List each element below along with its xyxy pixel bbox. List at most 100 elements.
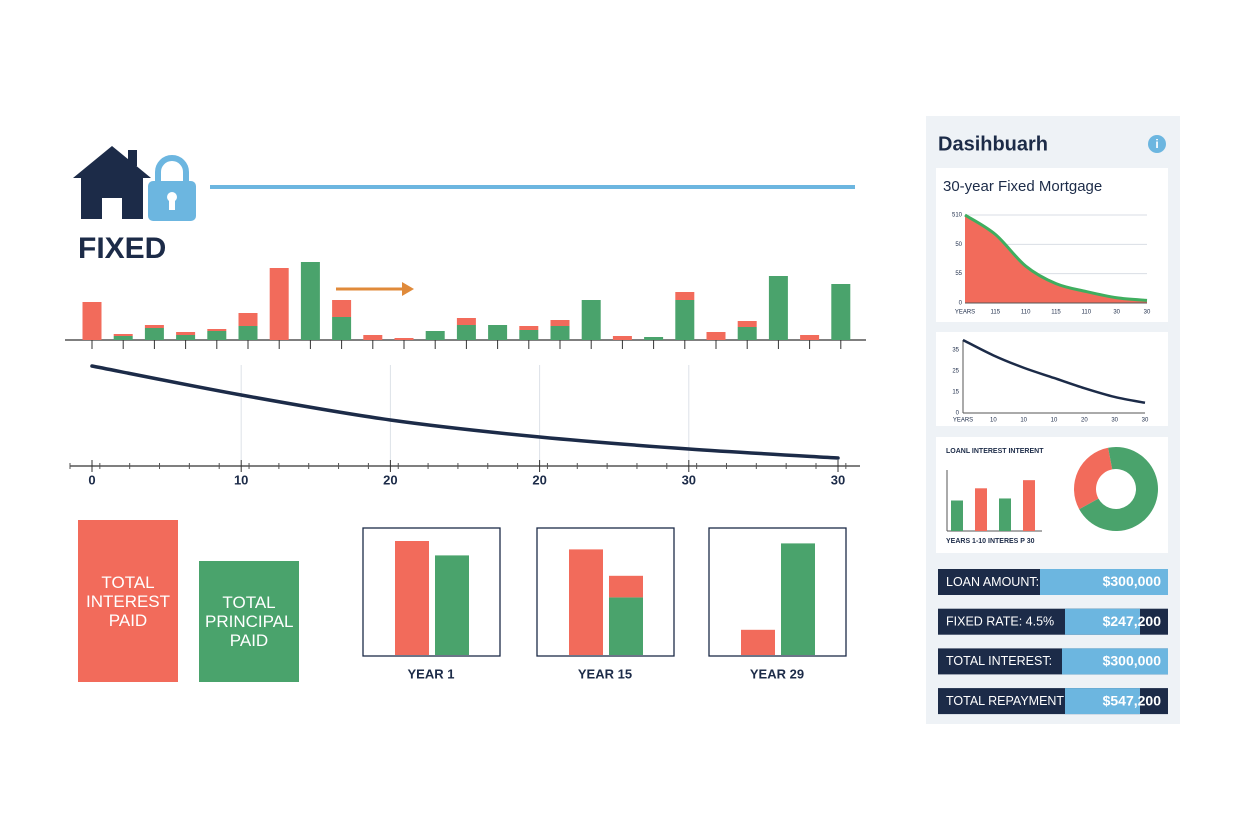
- stat-label: LOAN AMOUNT:: [946, 575, 1039, 589]
- x-tick-label: 30: [1111, 418, 1118, 424]
- stat-label: FIXED RATE: 4.5%: [946, 614, 1054, 628]
- house-icon: [73, 146, 151, 219]
- stat-value: $547,200: [1103, 692, 1162, 708]
- bar-segment: [435, 555, 469, 655]
- bar-segment: [737, 327, 757, 340]
- x-tick-label: 115: [1051, 310, 1061, 316]
- bar-segment: [781, 543, 815, 655]
- area-edge: [964, 213, 1148, 302]
- info-icon-label[interactable]: i: [1155, 137, 1158, 151]
- bar-segment: [488, 325, 508, 340]
- x-tick-label: 20: [532, 472, 546, 487]
- x-axis-label: YEARS 1-10 INTERES P 30: [946, 538, 1035, 545]
- bar: [1023, 480, 1035, 531]
- stat-label: TOTAL REPAYMENT: [946, 694, 1064, 708]
- year-panel: [708, 527, 847, 657]
- x-tick-label: 115: [991, 310, 1001, 316]
- x-tick-label: 110: [1082, 310, 1092, 316]
- bar-segment: [82, 302, 102, 340]
- bar-segment: [425, 331, 445, 340]
- balance-line: [90, 364, 840, 460]
- total-block-label: TOTAL PRINCIPAL PAID: [205, 592, 294, 650]
- y-tick-label: 0: [959, 301, 963, 307]
- donut-slice: [1079, 447, 1158, 531]
- y-tick-label: 15: [952, 390, 959, 396]
- card: [936, 332, 1168, 426]
- bar-segment: [569, 549, 603, 655]
- area: [965, 215, 1147, 303]
- stat-row-highlight: [1062, 648, 1168, 675]
- bar: [975, 488, 987, 531]
- bar-segment: [675, 292, 695, 300]
- x-tick-label: 10: [1051, 418, 1058, 424]
- bar-segment: [238, 326, 258, 340]
- y-tick-label: 25: [952, 369, 959, 375]
- bar-segment: [519, 326, 539, 330]
- bar-segment: [238, 313, 258, 326]
- year-panel: [536, 527, 675, 657]
- x-tick-label: 30: [1144, 310, 1151, 316]
- bar-segment: [394, 338, 414, 340]
- bar-segment: [207, 329, 227, 331]
- stat-row-highlight: [1065, 608, 1140, 635]
- bar-segment: [113, 334, 133, 336]
- bar-segment: [675, 300, 695, 340]
- bar-segment: [831, 284, 851, 340]
- bar-segment: [581, 300, 601, 340]
- stat-value: $300,000: [1103, 653, 1162, 669]
- x-tick-label: YEARS: [953, 418, 973, 424]
- bar-segment: [519, 330, 539, 340]
- bar-segment: [800, 335, 820, 340]
- bar-segment: [550, 326, 570, 340]
- bar-segment: [144, 328, 164, 340]
- y-tick-label: 50: [955, 242, 962, 248]
- trend-line: [962, 338, 1146, 405]
- bar-segment: [176, 335, 196, 340]
- bar-segment: [706, 332, 726, 340]
- x-tick-label: 10: [990, 418, 997, 424]
- bar-segment: [550, 320, 570, 326]
- x-tick-label: YEARS: [955, 310, 975, 316]
- page-title: FIXED: [78, 232, 166, 265]
- x-tick-label: 30: [1142, 418, 1149, 424]
- bar-segment: [207, 331, 227, 340]
- info-icon[interactable]: [1148, 135, 1166, 153]
- y-tick-label: 55: [955, 271, 962, 277]
- bar-segment: [176, 332, 196, 335]
- x-tick-label: 20: [1081, 418, 1088, 424]
- bar-segment: [144, 325, 164, 328]
- year-panel: [362, 527, 501, 657]
- bar-segment: [395, 541, 429, 655]
- year-label: YEAR 15: [578, 666, 632, 681]
- bar-segment: [456, 325, 476, 340]
- bar-segment: [609, 597, 643, 655]
- stat-label: TOTAL INTEREST:: [946, 654, 1052, 668]
- x-tick-label: 20: [383, 472, 397, 487]
- donut-slice: [1074, 447, 1113, 510]
- bar-segment: [609, 575, 643, 598]
- stat-value: $300,000: [1103, 573, 1162, 589]
- card-title: LOANL INTEREST INTERENT: [946, 448, 1044, 455]
- bar-segment: [644, 337, 664, 340]
- bar-segment: [741, 629, 775, 655]
- bar-segment: [269, 268, 289, 340]
- total-block: TOTAL PRINCIPAL PAID: [199, 560, 299, 682]
- bar-segment: [363, 335, 383, 340]
- y-tick-label: 510: [952, 213, 963, 219]
- total-block-label: TOTAL INTEREST PAID: [85, 572, 171, 630]
- y-tick-label: 35: [952, 348, 959, 354]
- x-tick-label: 10: [234, 472, 248, 487]
- card-title: 30-year Fixed Mortgage: [943, 178, 1102, 195]
- arrow: [336, 282, 414, 296]
- sidebar-title: Dasihbuarh: [938, 133, 1048, 155]
- x-tick-label: 30: [831, 472, 845, 487]
- bar-segment: [612, 336, 632, 340]
- bar-segment: [768, 276, 788, 340]
- x-tick-label: 30: [682, 472, 696, 487]
- lock-icon: [148, 155, 196, 221]
- total-block: TOTAL INTEREST PAID: [78, 520, 178, 682]
- year-label: YEAR 29: [750, 666, 804, 681]
- bar: [999, 498, 1011, 531]
